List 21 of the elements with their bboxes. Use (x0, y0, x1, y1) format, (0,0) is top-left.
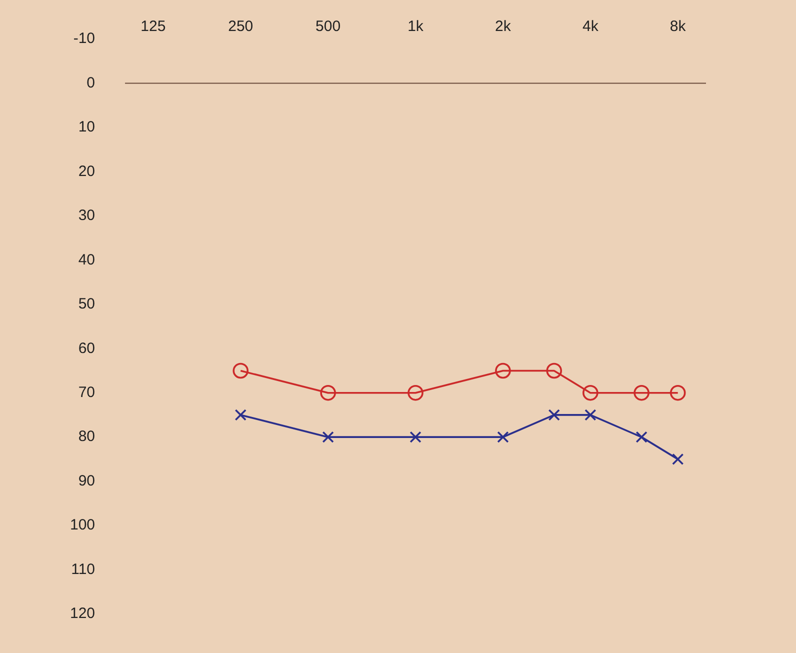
y-tick-label: 50 (78, 296, 96, 313)
y-tick-label: 20 (78, 162, 96, 180)
x-tick-label: 2k (495, 18, 512, 36)
x-tick-label: 500 (316, 18, 341, 36)
x-tick-label: 1k (408, 18, 424, 36)
y-tick-label: 110 (71, 560, 96, 578)
y-tick-label: 90 (78, 472, 96, 490)
x-tick-label: 125 (140, 18, 166, 36)
y-tick-label: 60 (78, 340, 96, 357)
y-tick-label: 10 (78, 118, 96, 136)
y-tick-label: 100 (70, 516, 96, 534)
y-tick-label: 80 (78, 428, 96, 446)
x-tick-label: 8k (670, 18, 686, 36)
y-tick-label: 30 (78, 207, 96, 224)
y-tick-label: -10 (73, 30, 96, 48)
x-tick-label: 4k (582, 18, 599, 36)
y-tick-label: 0 (86, 74, 96, 92)
y-tick-label: 70 (78, 384, 96, 401)
y-tick-label: 40 (78, 251, 96, 268)
y-tick-label: 120 (70, 605, 96, 622)
x-tick-label: 250 (228, 18, 254, 36)
